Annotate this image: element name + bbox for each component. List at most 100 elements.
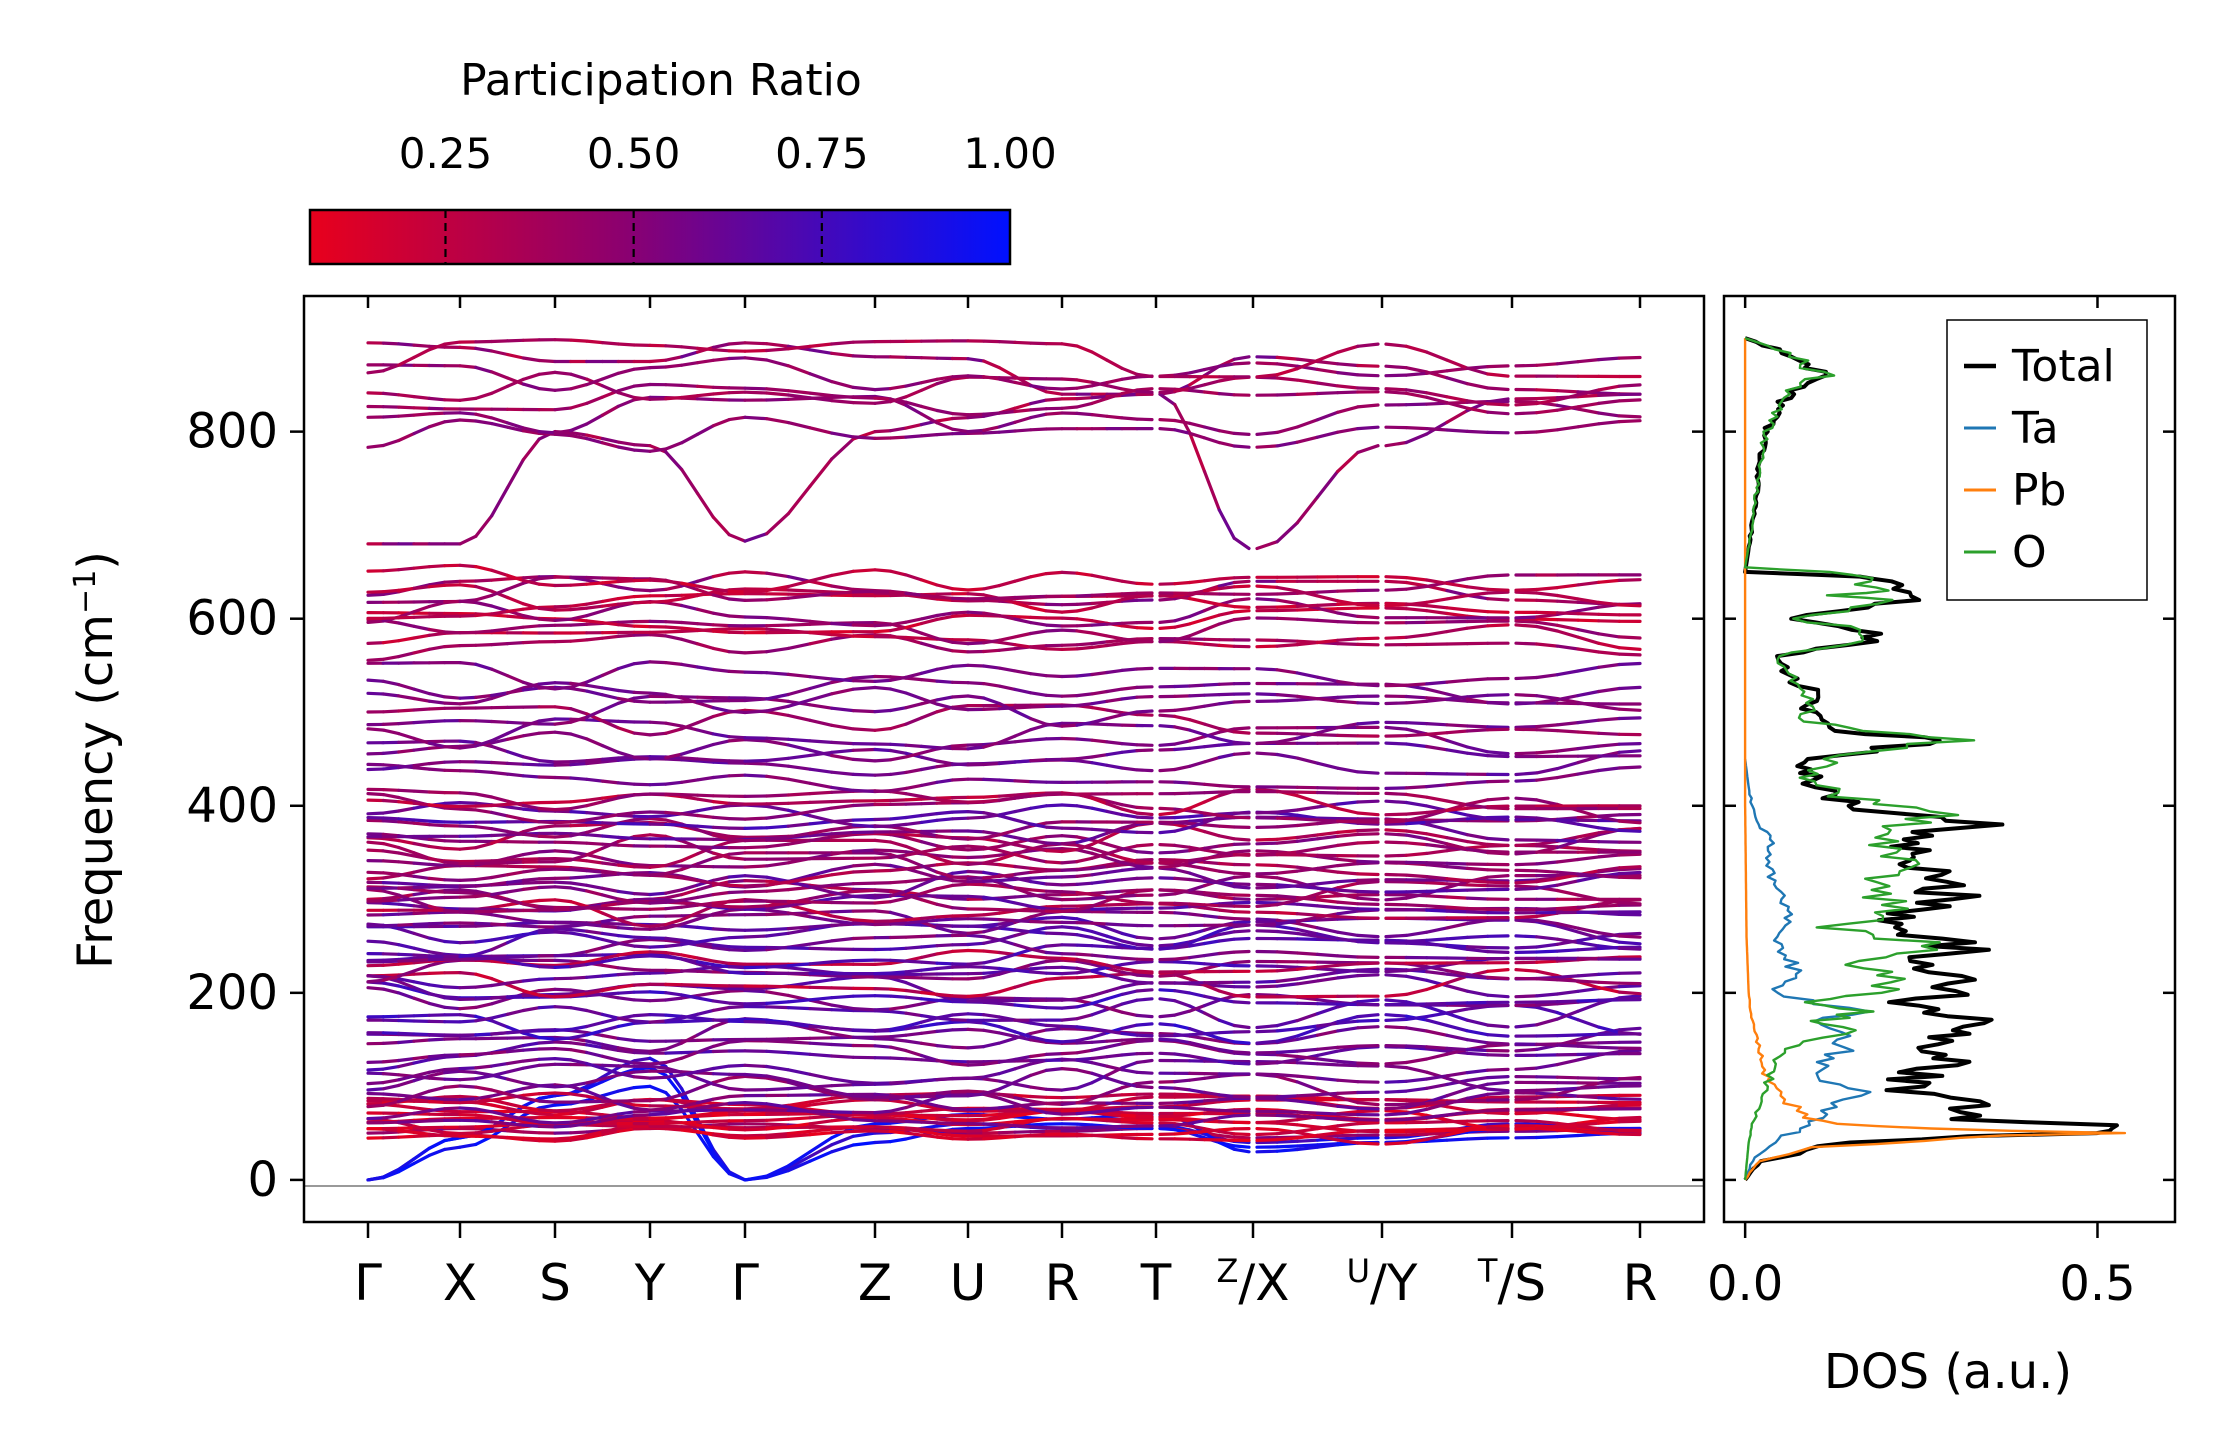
band-segment bbox=[873, 1044, 893, 1049]
band-segment bbox=[1173, 1116, 1192, 1121]
band-segment bbox=[982, 878, 1001, 884]
band-segment bbox=[935, 1016, 955, 1022]
band-segment bbox=[1060, 859, 1079, 865]
band-segment bbox=[966, 975, 986, 981]
band-segment bbox=[711, 904, 731, 909]
band-segment bbox=[397, 1079, 416, 1088]
band-segment bbox=[1105, 1086, 1124, 1095]
band-segment bbox=[808, 960, 834, 966]
band-segment bbox=[1445, 1105, 1469, 1112]
band-segment bbox=[1105, 945, 1124, 950]
band-segment bbox=[553, 927, 573, 932]
band-segment bbox=[1486, 975, 1510, 981]
band-segment bbox=[1029, 846, 1048, 853]
band-segment bbox=[616, 863, 636, 869]
band-segment bbox=[765, 1005, 790, 1010]
band-segment bbox=[600, 821, 620, 826]
band-segment bbox=[1105, 926, 1124, 936]
band-segment bbox=[919, 801, 939, 806]
band-segment bbox=[1617, 875, 1642, 880]
band-segment bbox=[1425, 874, 1449, 881]
band-segment bbox=[680, 957, 700, 964]
band-segment bbox=[648, 871, 668, 877]
band-segment bbox=[1617, 819, 1642, 825]
band-segment bbox=[553, 1136, 573, 1141]
band-segment bbox=[427, 1118, 447, 1123]
band-segment bbox=[1188, 820, 1207, 830]
band-segment bbox=[786, 791, 812, 797]
band-segment bbox=[966, 1118, 986, 1123]
band-segment bbox=[904, 792, 924, 799]
band-branch bbox=[366, 1048, 1642, 1086]
band-branch bbox=[366, 1058, 1642, 1093]
band-segment bbox=[397, 851, 416, 858]
band-segment bbox=[1105, 1064, 1124, 1072]
band-segment bbox=[904, 1119, 924, 1124]
band-segment bbox=[458, 1112, 478, 1117]
band-segment bbox=[1217, 1036, 1236, 1044]
band-segment bbox=[1576, 904, 1601, 910]
band-segment bbox=[427, 971, 447, 976]
band-segment bbox=[648, 1064, 668, 1070]
band-segment bbox=[1044, 1038, 1064, 1044]
band-segment bbox=[1295, 1133, 1320, 1140]
band-segment bbox=[648, 1060, 668, 1066]
band-segment bbox=[1425, 1131, 1449, 1136]
band-segment bbox=[935, 1132, 955, 1138]
band-segment bbox=[397, 952, 416, 957]
band-segment bbox=[1617, 1030, 1642, 1036]
band-segment bbox=[1075, 1132, 1094, 1137]
band-segment bbox=[935, 917, 955, 922]
band-segment bbox=[1597, 1025, 1621, 1035]
band-segment bbox=[1158, 1085, 1177, 1090]
band-segment bbox=[458, 1077, 478, 1082]
band-segment bbox=[1090, 1128, 1109, 1133]
band-segment bbox=[743, 883, 769, 888]
band-segment bbox=[600, 902, 620, 908]
band-segment bbox=[695, 797, 715, 804]
band-segment bbox=[1425, 832, 1449, 840]
band-segment bbox=[664, 892, 684, 900]
band-segment bbox=[1173, 955, 1192, 961]
band-segment bbox=[600, 842, 620, 847]
band-segment bbox=[935, 914, 955, 919]
band-segment bbox=[1158, 829, 1177, 835]
band-segment bbox=[505, 1043, 525, 1051]
band-segment bbox=[1336, 870, 1360, 876]
band-segment bbox=[1105, 1006, 1124, 1014]
band-segment bbox=[1295, 902, 1320, 908]
band-segment bbox=[521, 954, 541, 959]
band-segment bbox=[1029, 930, 1048, 935]
band-segment bbox=[1090, 879, 1109, 885]
band-segment bbox=[1555, 389, 1580, 394]
band-segment bbox=[490, 1115, 510, 1121]
band-segment bbox=[1090, 865, 1109, 871]
band-segment bbox=[381, 895, 401, 901]
band-segment bbox=[786, 1100, 812, 1108]
band-segment bbox=[904, 797, 924, 802]
band-segment bbox=[1013, 886, 1033, 896]
band-segment bbox=[830, 437, 855, 461]
band-segment bbox=[919, 1127, 939, 1132]
band-segment bbox=[600, 796, 620, 804]
band-segment bbox=[919, 1041, 939, 1048]
band-segment bbox=[569, 1033, 589, 1040]
band-segment bbox=[1514, 842, 1539, 848]
band-segment bbox=[1217, 1114, 1236, 1120]
band-segment bbox=[1555, 999, 1580, 1004]
band-segment bbox=[381, 1058, 401, 1064]
band-segment bbox=[366, 897, 385, 901]
band-segment bbox=[680, 1070, 700, 1077]
band-segment bbox=[1465, 1122, 1490, 1130]
band-segment bbox=[680, 883, 700, 892]
band-segment bbox=[935, 961, 955, 966]
band-segment bbox=[1029, 1021, 1048, 1028]
band-segment bbox=[1044, 1111, 1064, 1116]
band-segment bbox=[600, 921, 620, 926]
band-segment bbox=[632, 998, 652, 1003]
band-segment bbox=[851, 848, 877, 853]
band-segment bbox=[1275, 863, 1299, 869]
band-segment bbox=[1465, 803, 1490, 810]
band-segment bbox=[458, 534, 478, 546]
band-segment bbox=[851, 1006, 877, 1012]
